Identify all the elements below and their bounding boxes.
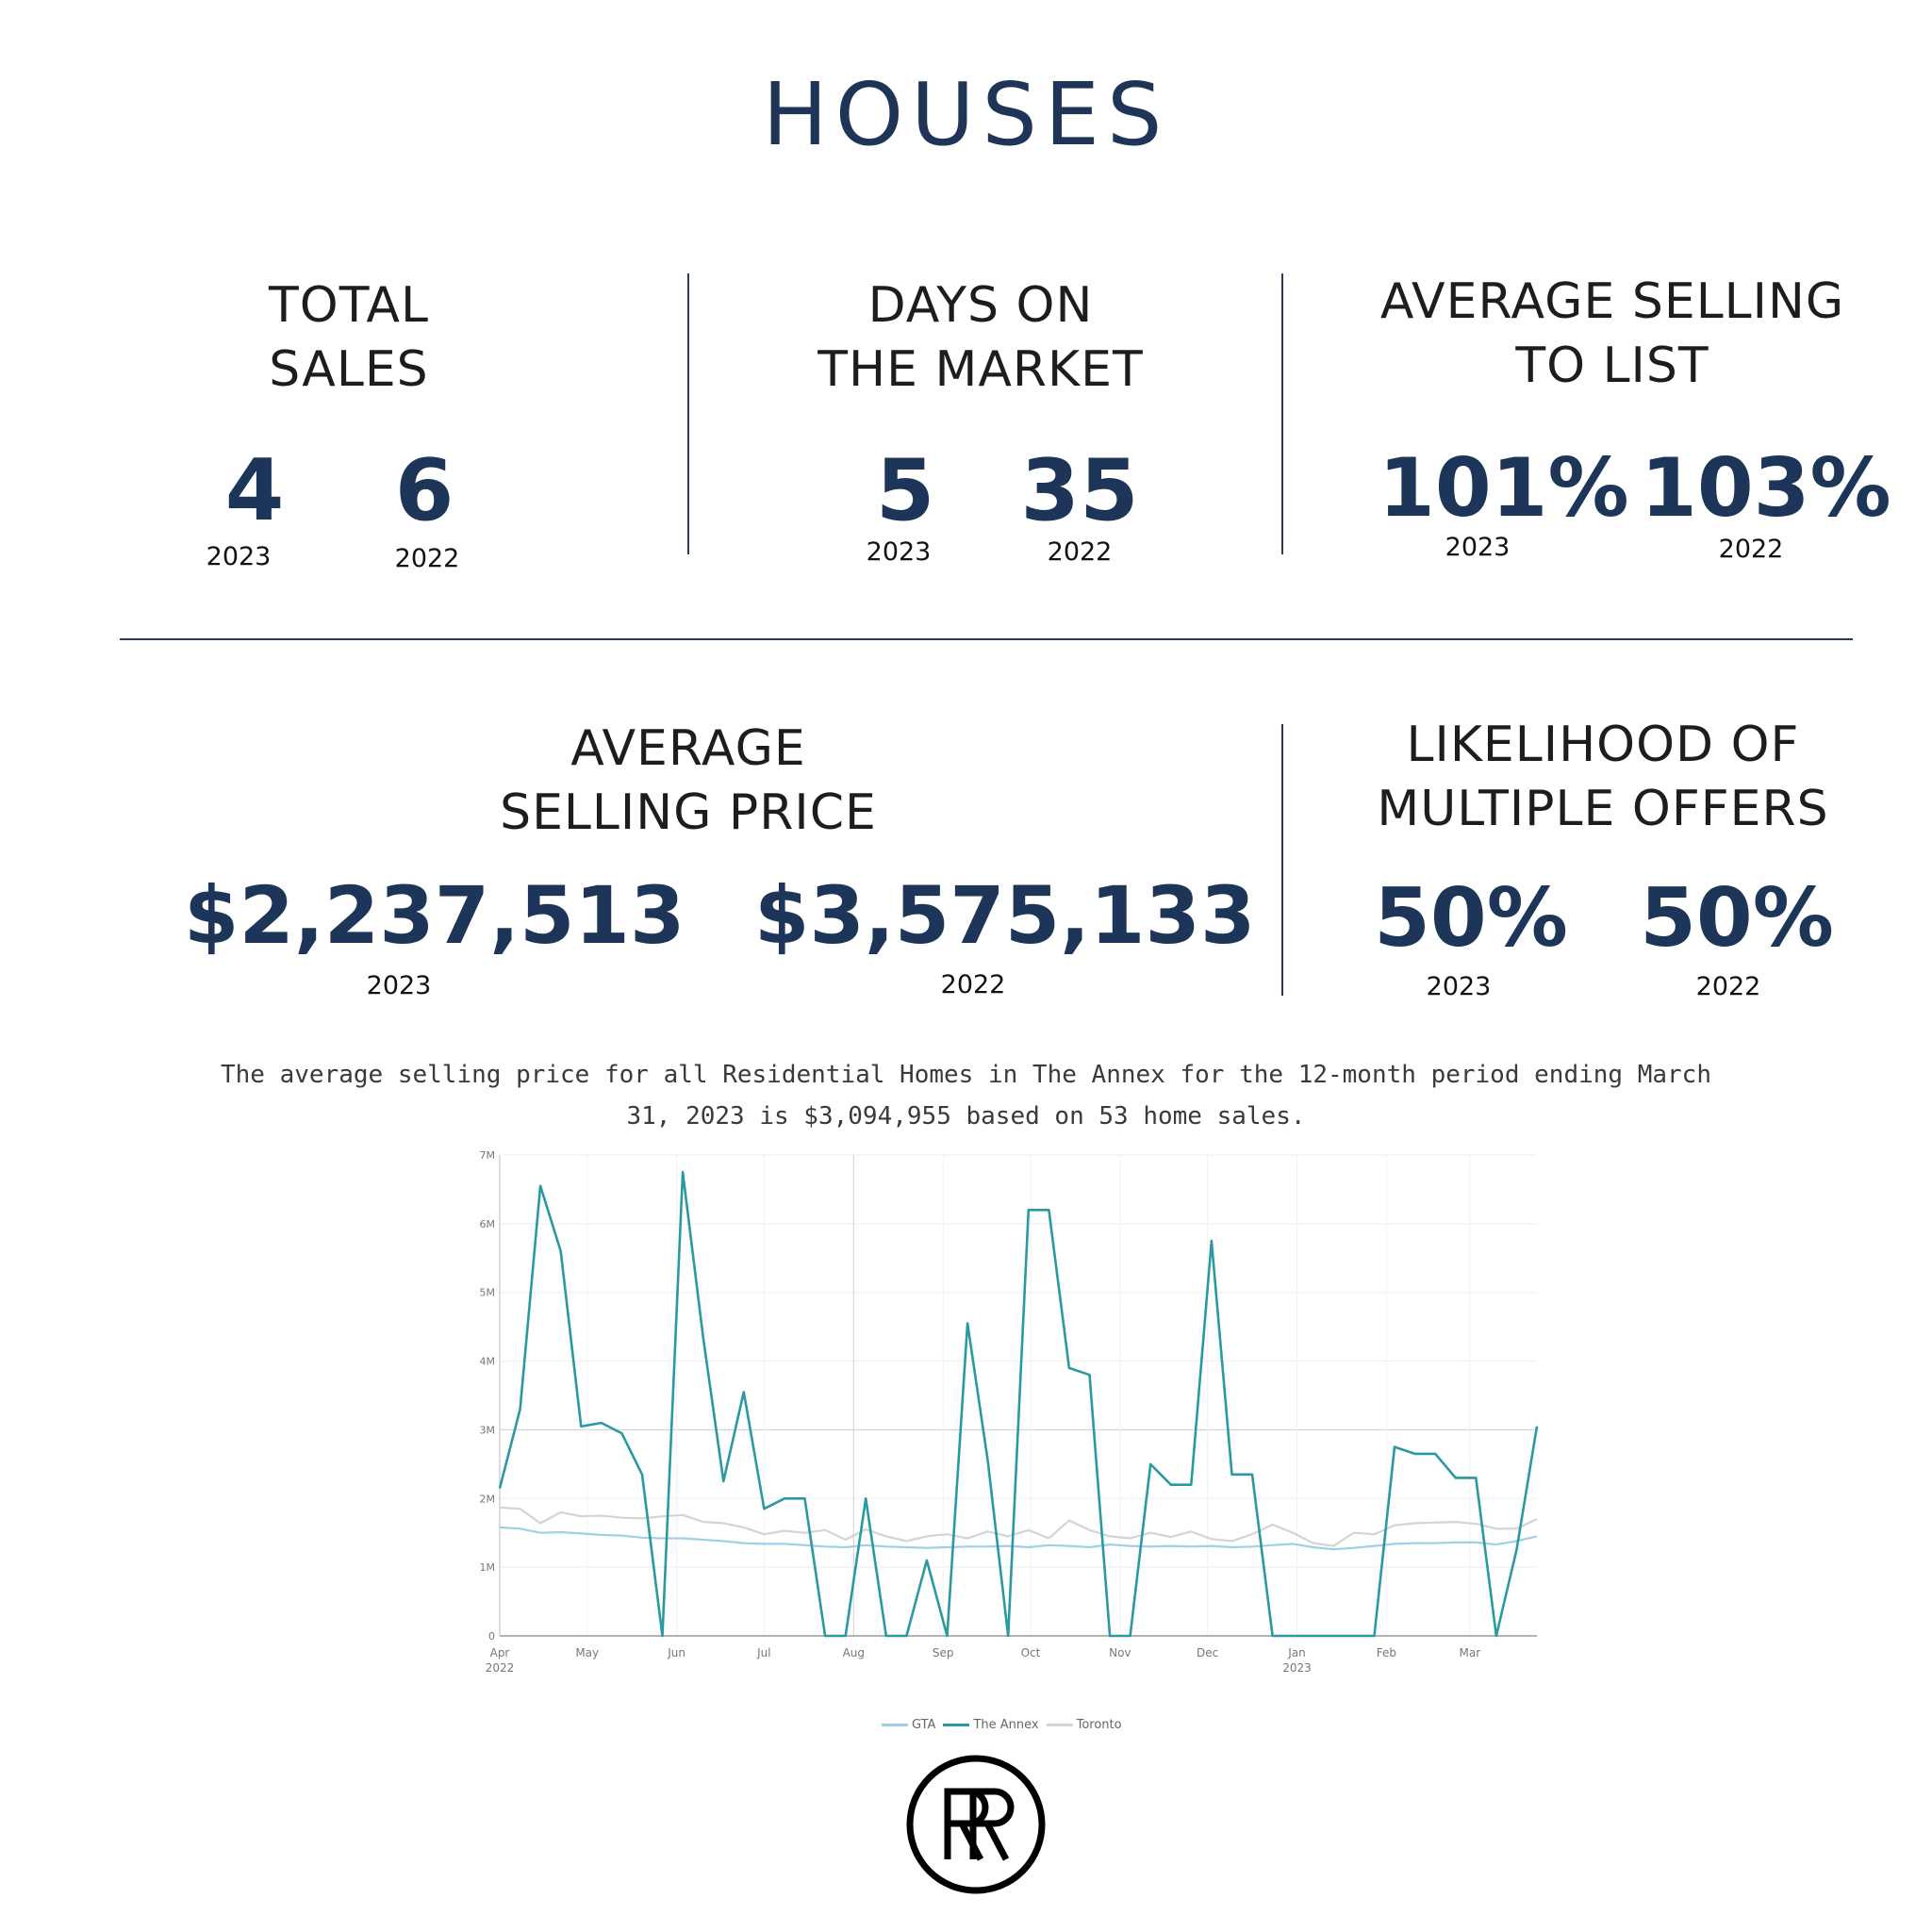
x-tick-label: Mar	[1460, 1646, 1481, 1659]
total-sales-label-line1: TOTAL	[269, 277, 429, 334]
avg-selling-to-list-2023-year: 2023	[1445, 533, 1511, 562]
y-tick-label: 1M	[480, 1561, 496, 1574]
chart-caption-line1: The average selling price for all Reside…	[221, 1061, 1711, 1089]
legend-item-toronto: Toronto	[1046, 1718, 1122, 1732]
total-sales-label-line2: SALES	[269, 341, 429, 398]
logo-monogram	[944, 1788, 1015, 1861]
legend-label-toronto: Toronto	[1076, 1718, 1122, 1732]
brand-logo	[906, 1755, 1046, 1894]
series-line-toronto	[499, 1506, 1538, 1547]
multiple-offers-label: LIKELIHOOD OF MULTIPLE OFFERS	[1339, 713, 1867, 841]
avg-selling-to-list-2022-value: 103%	[1641, 441, 1891, 536]
multiple-offers-2023-year: 2023	[1426, 972, 1492, 1001]
avg-selling-price-2023-year: 2023	[366, 971, 432, 1000]
avg-selling-to-list-label-line1: AVERAGE SELLING	[1379, 273, 1845, 330]
legend-label-gta: GTA	[912, 1718, 936, 1732]
x-tick-label: Sep	[933, 1646, 954, 1659]
avg-selling-price-label: AVERAGE SELLING PRICE	[443, 717, 933, 845]
series-line-gta	[499, 1526, 1538, 1551]
multiple-offers-label-line2: MULTIPLE OFFERS	[1377, 781, 1829, 837]
avg-selling-to-list-label-line2: TO LIST	[1515, 338, 1709, 394]
avg-selling-price-label-line1: AVERAGE	[570, 720, 806, 777]
avg-selling-to-list-2023-value: 101%	[1379, 441, 1629, 536]
divider-1	[687, 273, 689, 554]
x-tick-sublabel: 2022	[486, 1661, 515, 1675]
x-tick-sublabel: 2023	[1282, 1661, 1312, 1675]
days-on-market-label: DAYS ON THE MARKET	[764, 273, 1197, 402]
price-line-chart: 0 1M 2M 3M 4M 5M 6M 7M Apr 2022 May Jun Jul Aug Sep Oct…	[480, 1149, 1539, 1675]
avg-selling-price-label-line2: SELLING PRICE	[500, 784, 877, 841]
x-tick-label: Aug	[843, 1646, 865, 1659]
section-divider	[120, 638, 1853, 640]
days-on-market-2023-value: 5	[875, 441, 935, 540]
avg-selling-price-2022-year: 2022	[940, 970, 1006, 999]
legend-swatch-toronto	[1046, 1724, 1073, 1726]
x-tick-label: Jun	[667, 1646, 685, 1659]
y-tick-label: 0	[488, 1630, 495, 1642]
y-tick-label: 6M	[480, 1218, 496, 1230]
days-on-market-2023-year: 2023	[866, 537, 932, 567]
chart-caption-line2: 31, 2023 is $3,094,955 based on 53 home …	[626, 1102, 1306, 1131]
total-sales-2023-year: 2023	[206, 542, 272, 571]
x-tick-label: Nov	[1109, 1646, 1131, 1659]
multiple-offers-2022-year: 2022	[1695, 972, 1761, 1001]
total-sales-label: TOTAL SALES	[198, 273, 500, 402]
y-tick-label: 3M	[480, 1424, 496, 1436]
divider-3	[1281, 724, 1283, 996]
legend-item-gta: GTA	[882, 1718, 935, 1732]
legend-swatch-gta	[882, 1724, 908, 1726]
x-tick-label: Dec	[1197, 1646, 1218, 1659]
logo-circle	[906, 1755, 1046, 1894]
y-tick-label: 5M	[480, 1287, 496, 1299]
days-on-market-2022-year: 2022	[1047, 537, 1113, 567]
days-on-market-label-line1: DAYS ON	[867, 277, 1094, 334]
x-tick-label: Jan	[1287, 1646, 1306, 1659]
multiple-offers-2023-value: 50%	[1374, 871, 1568, 966]
total-sales-2022-value: 6	[394, 441, 454, 540]
x-tick-label: Oct	[1021, 1646, 1041, 1659]
avg-selling-to-list-2022-year: 2022	[1718, 535, 1784, 564]
multiple-offers-label-line1: LIKELIHOOD OF	[1406, 717, 1800, 773]
page-title: HOUSES	[762, 64, 1170, 165]
y-tick-label: 4M	[480, 1356, 496, 1368]
chart-caption: The average selling price for all Reside…	[0, 1054, 1932, 1137]
legend-item-the-annex: The Annex	[943, 1718, 1039, 1732]
x-tick-label: May	[575, 1646, 599, 1659]
avg-selling-price-2023-value: $2,237,513	[184, 869, 685, 962]
multiple-offers-2022-value: 50%	[1640, 871, 1834, 966]
x-tick-label: Feb	[1377, 1646, 1396, 1659]
days-on-market-2022-value: 35	[1020, 441, 1139, 540]
avg-selling-to-list-label: AVERAGE SELLING TO LIST	[1339, 270, 1886, 398]
legend-label-the-annex: The Annex	[973, 1718, 1039, 1732]
total-sales-2022-year: 2022	[394, 544, 460, 573]
y-tick-label: 7M	[480, 1149, 496, 1162]
x-tick-label: Apr	[490, 1646, 510, 1659]
legend-swatch-the-annex	[943, 1724, 970, 1726]
days-on-market-label-line2: THE MARKET	[817, 341, 1144, 398]
total-sales-2023-value: 4	[224, 441, 285, 540]
y-tick-label: 2M	[480, 1493, 496, 1505]
series-line-the-annex	[498, 1170, 1539, 1638]
avg-selling-price-2022-value: $3,575,133	[754, 869, 1256, 962]
divider-2	[1281, 273, 1283, 554]
chart-legend: GTA The Annex Toronto	[882, 1718, 1122, 1732]
x-tick-label: Jul	[756, 1646, 770, 1659]
